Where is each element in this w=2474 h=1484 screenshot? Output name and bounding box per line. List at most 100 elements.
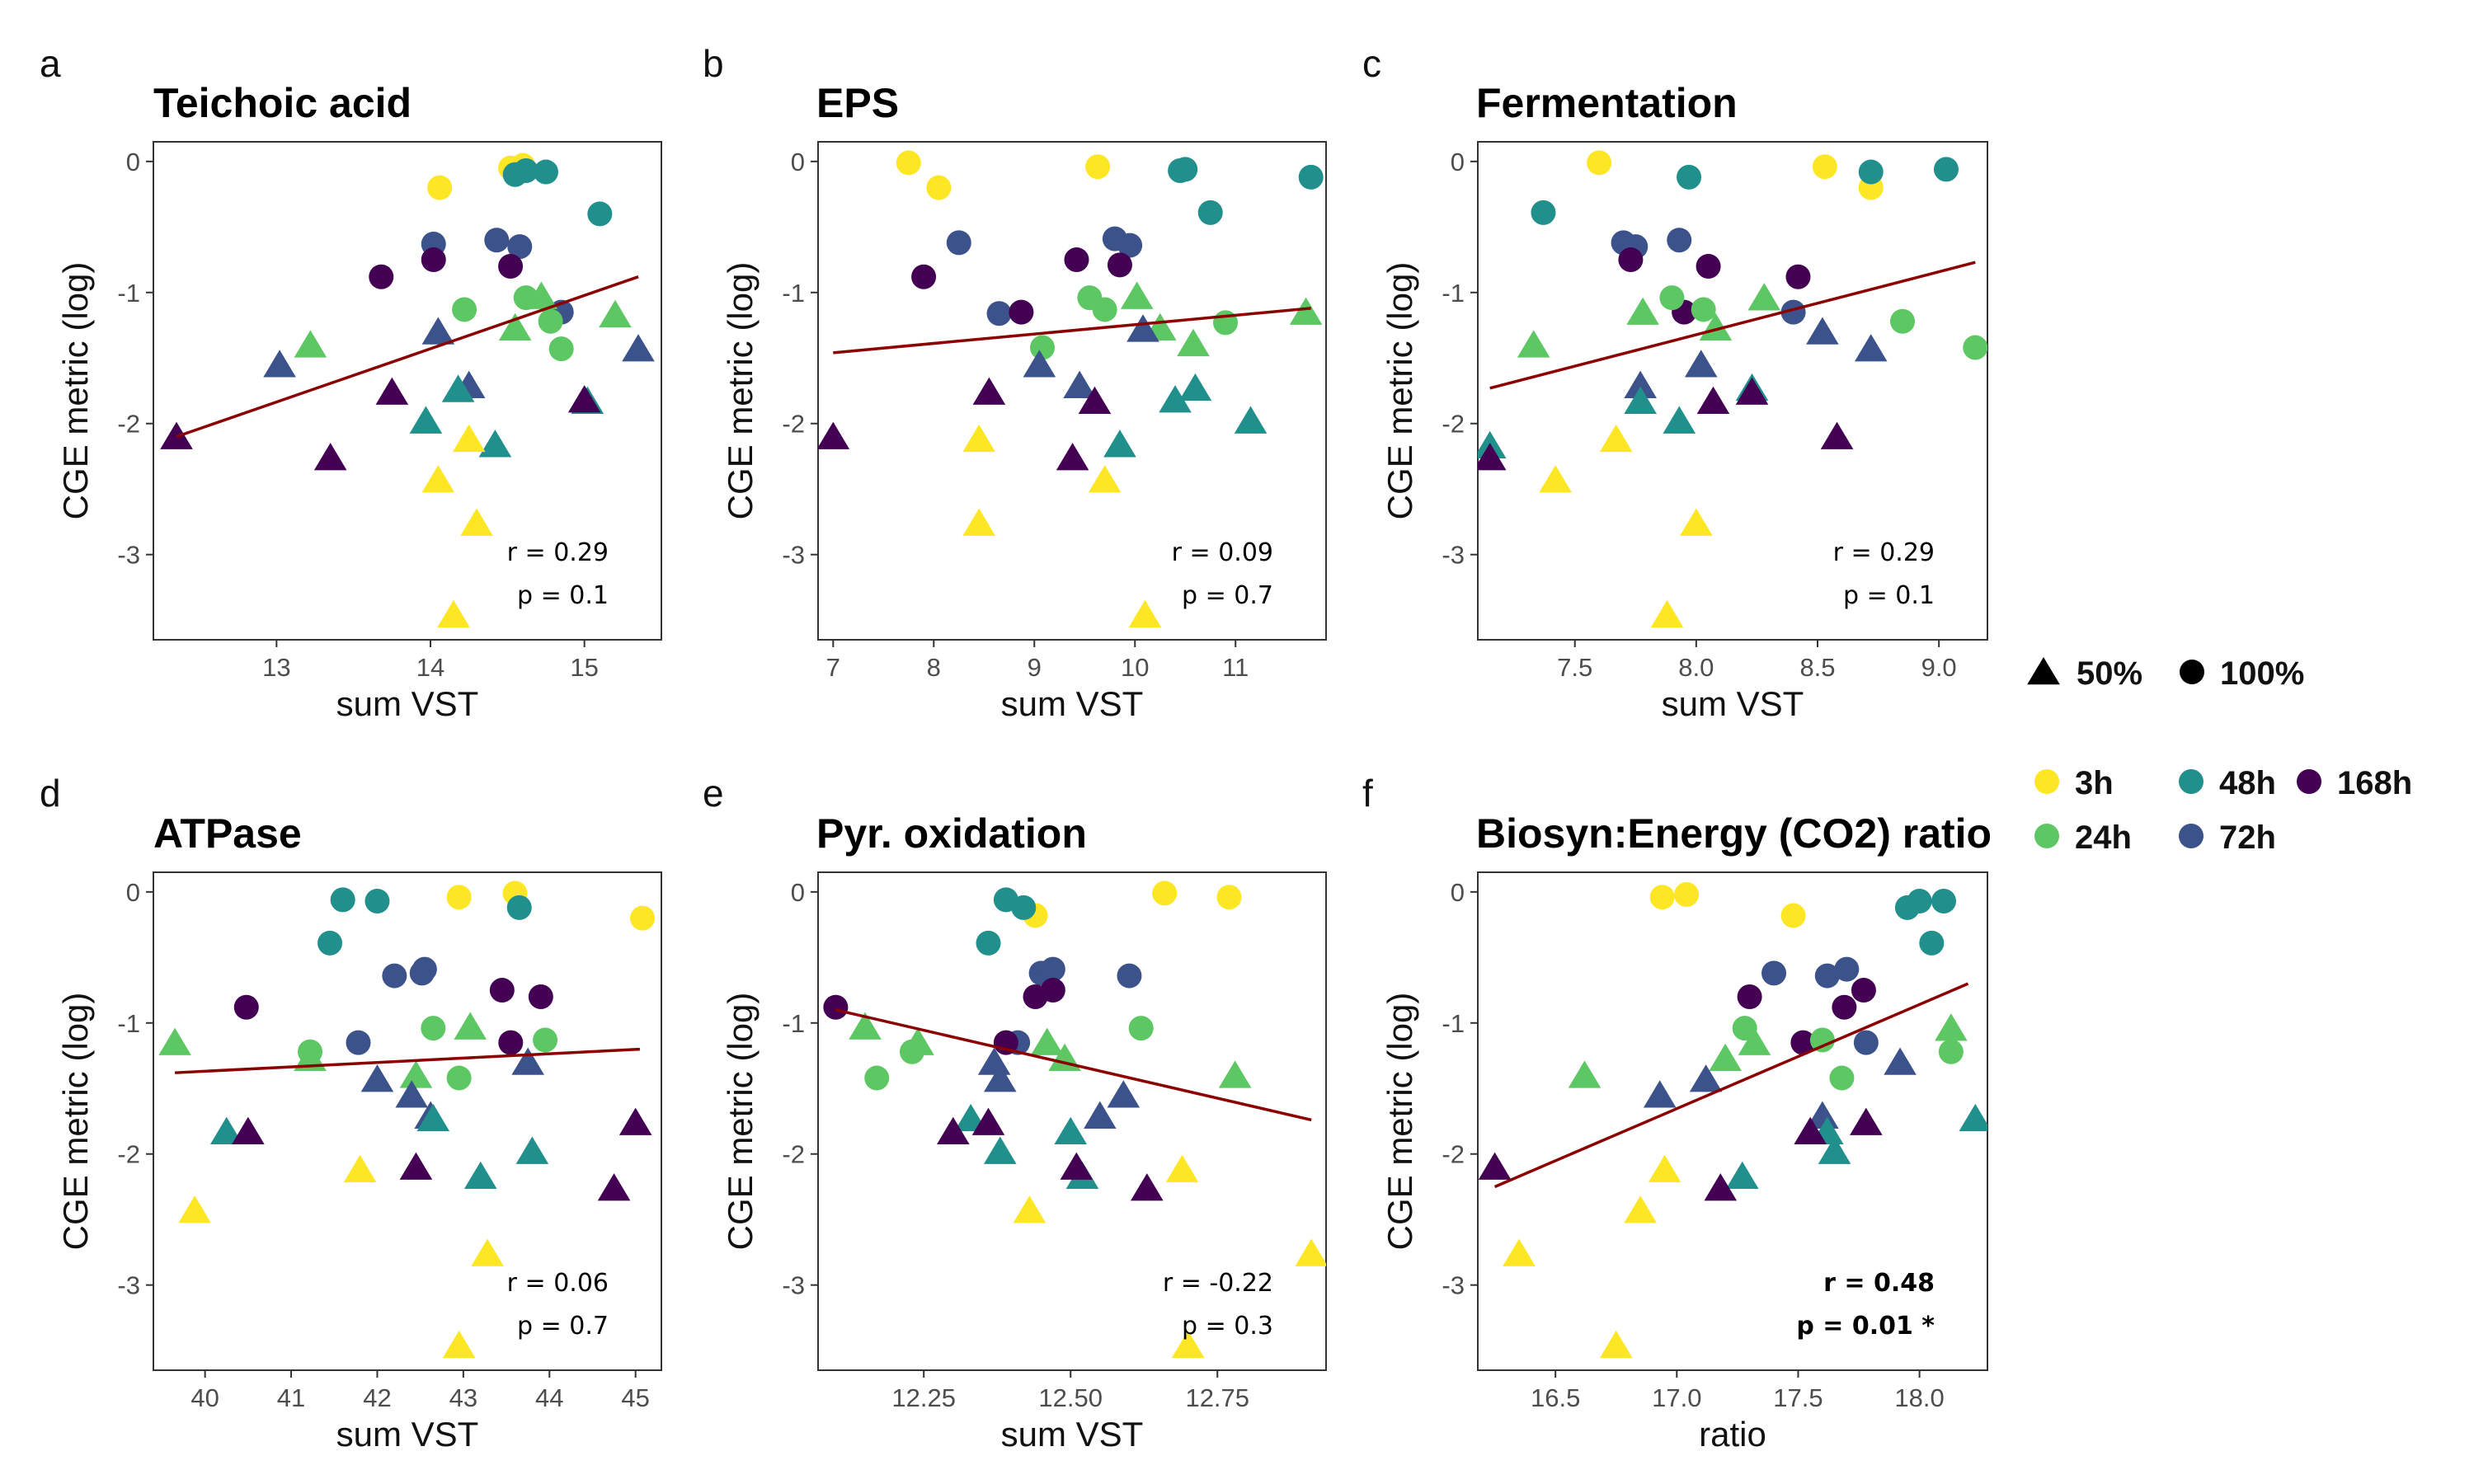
panel-title: Fermentation <box>1476 80 1738 126</box>
data-point-circle-72h <box>1814 963 1840 989</box>
data-point-circle-3h <box>1812 154 1837 180</box>
time-legend: 3h 24h 48h 72h 168h <box>2034 765 2412 856</box>
data-point-triangle-24h <box>1626 297 1659 325</box>
data-point-triangle-48h <box>1663 406 1696 434</box>
data-point-triangle-48h <box>515 1136 549 1164</box>
data-point-triangle-48h <box>1103 430 1136 458</box>
y-tick-label: -3 <box>1442 541 1465 570</box>
y-tick-label: -3 <box>782 541 805 570</box>
data-point-triangle-24h <box>1030 1027 1064 1055</box>
data-point-circle-168h <box>823 994 849 1020</box>
data-point-circle-3h <box>446 885 472 910</box>
data-point-triangle-24h <box>1289 297 1323 325</box>
legend-label-72h: 72h <box>2219 819 2276 856</box>
x-tick-label: 8 <box>927 653 941 682</box>
y-tick-label: -1 <box>1442 1009 1465 1038</box>
data-point-circle-72h <box>1117 232 1143 258</box>
data-point-triangle-168h <box>1735 377 1769 405</box>
data-point-triangle-168h <box>313 443 347 471</box>
legend: 50% 100% 3h 24h 48h 72h 168h <box>2027 655 2412 856</box>
stat-r: r = -0.22 <box>1163 1269 1273 1298</box>
data-point-triangle-3h <box>437 599 470 628</box>
legend-key-48h <box>2179 769 2204 794</box>
x-tick-label: 10 <box>1121 653 1149 682</box>
data-point-circle-168h <box>369 264 394 289</box>
panel-e: e Pyr. oxidation 0 -1 -2 -3 12.25 12.50 12.75 sum… <box>703 772 1327 1453</box>
legend-circle-key <box>2180 660 2204 684</box>
data-point-circle-24h <box>1938 1039 1964 1064</box>
data-point-triangle-3h <box>343 1154 377 1183</box>
legend-label-3h: 3h <box>2075 765 2114 801</box>
stat-p: p = 0.01 * <box>1796 1312 1935 1341</box>
data-point-circle-72h <box>1761 960 1787 986</box>
data-point-triangle-168h <box>936 1116 970 1145</box>
data-point-triangle-72h <box>1884 1047 1917 1075</box>
x-tick-label: 15 <box>570 653 598 682</box>
regression-line <box>1489 261 1976 390</box>
legend-label-48h: 48h <box>2219 765 2276 801</box>
data-point-triangle-168h <box>1820 421 1854 449</box>
x-tick-label: 11 <box>1222 653 1249 682</box>
data-point-circle-24h <box>538 308 563 334</box>
data-point-triangle-168h <box>971 1107 1005 1135</box>
x-tick-label: 13 <box>262 653 290 682</box>
y-axis-title: CGE metric (log) <box>721 993 760 1251</box>
data-point-triangle-24h <box>849 1012 882 1040</box>
data-point-circle-72h <box>1780 299 1806 325</box>
x-tick-label: 8.0 <box>1678 653 1714 682</box>
data-point-circle-168h <box>233 994 259 1020</box>
x-tick-label: 12.50 <box>1038 1383 1103 1412</box>
x-tick-label: 40 <box>190 1383 219 1412</box>
legend-key-3h <box>2034 769 2059 794</box>
y-tick-label: -1 <box>782 279 805 308</box>
stat-r: r = 0.06 <box>507 1269 609 1298</box>
data-point-circle-3h <box>1216 885 1242 910</box>
data-point-triangle-72h <box>1643 1080 1677 1108</box>
x-tick-label: 41 <box>277 1383 305 1412</box>
data-point-circle-72h <box>946 230 971 256</box>
x-tick-label: 44 <box>535 1383 563 1412</box>
data-point-triangle-3h <box>421 465 455 493</box>
y-tick-label: -2 <box>117 1140 140 1169</box>
data-point-triangle-3h <box>1013 1195 1047 1223</box>
x-tick-label: 16.5 <box>1531 1383 1580 1412</box>
data-point-triangle-168h <box>232 1116 265 1145</box>
data-layer <box>158 881 656 1359</box>
data-point-triangle-72h <box>1689 1064 1723 1092</box>
data-point-circle-24h <box>1691 297 1716 322</box>
data-point-triangle-72h <box>1684 350 1718 378</box>
data-point-triangle-168h <box>1478 443 1507 471</box>
data-point-triangle-72h <box>395 1080 429 1108</box>
data-point-triangle-3h <box>452 424 486 453</box>
data-point-circle-3h <box>427 175 453 200</box>
data-point-circle-168h <box>1618 247 1644 273</box>
data-point-circle-168h <box>1785 264 1811 289</box>
data-point-triangle-24h <box>1709 1043 1742 1072</box>
data-point-triangle-168h <box>567 385 601 413</box>
data-point-triangle-168h <box>1078 386 1112 415</box>
data-point-circle-168h <box>498 1030 524 1055</box>
data-point-triangle-24h <box>158 1027 191 1055</box>
x-axis-title: sum VST <box>1001 1415 1144 1453</box>
x-tick-label: 8.5 <box>1799 653 1835 682</box>
x-tick-label: 7.5 <box>1557 653 1592 682</box>
legend-key-24h <box>2034 824 2059 848</box>
data-point-circle-168h <box>1040 978 1065 1003</box>
x-axis-title: sum VST <box>336 1415 479 1453</box>
data-point-circle-24h <box>1890 308 1915 334</box>
data-point-triangle-168h <box>1056 443 1089 471</box>
data-point-triangle-48h <box>1234 406 1268 434</box>
y-tick-label: 0 <box>791 878 805 907</box>
plot-frame <box>1477 871 1988 1371</box>
data-point-triangle-3h <box>1650 599 1684 628</box>
data-point-circle-3h <box>1674 882 1700 908</box>
data-point-triangle-3h <box>442 1330 476 1359</box>
data-point-circle-48h <box>1677 164 1702 190</box>
data-point-triangle-72h <box>1806 1101 1839 1129</box>
data-point-triangle-72h <box>622 334 655 362</box>
data-point-circle-72h <box>382 963 407 989</box>
plot-frame <box>817 871 1327 1371</box>
y-axis-title: CGE metric (log) <box>1380 262 1419 520</box>
plot-frame <box>1477 141 1988 641</box>
